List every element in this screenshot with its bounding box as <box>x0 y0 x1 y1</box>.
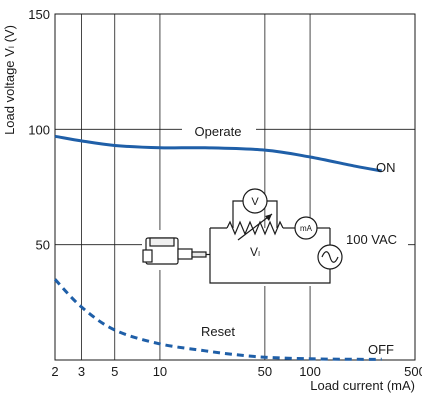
variable-arrowhead <box>265 214 272 221</box>
x-tick-label: 5 <box>111 364 118 379</box>
series-line-off <box>53 278 382 361</box>
load-resistor <box>226 220 284 236</box>
circuit-wiring <box>209 200 331 284</box>
y-tick-label: 50 <box>36 238 50 253</box>
voltmeter-symbol: V <box>251 196 259 208</box>
y-tick-label: 150 <box>28 7 50 22</box>
x-tick-label: 50 <box>258 364 272 379</box>
operate-label: Operate <box>195 124 242 139</box>
x-tick-label: 100 <box>299 364 321 379</box>
series-line-on <box>54 134 382 173</box>
ac-wave-icon <box>321 251 339 263</box>
source-label-bg <box>340 228 408 252</box>
operate-label-bg <box>182 123 256 140</box>
x-tick-label: 10 <box>153 364 167 379</box>
load-voltage-symbol: Vₗ <box>250 245 260 259</box>
x-axis-label: Load current (mA) <box>310 378 415 393</box>
ammeter-icon <box>294 216 318 240</box>
x-tick-labels: 2 3 5 10 50 100 500 <box>51 364 422 379</box>
x-tick-label: 3 <box>78 364 85 379</box>
ammeter-symbol: mA <box>300 224 313 233</box>
plot-frame <box>54 13 416 361</box>
y-tick-label: 100 <box>28 122 50 137</box>
x-tick-label: 500 <box>404 364 422 379</box>
variable-arrow <box>237 213 273 241</box>
circuit-diagram: Vₗ V mA 100 VAC <box>142 188 408 286</box>
reset-label: Reset <box>201 324 235 339</box>
voltmeter-icon <box>242 188 268 214</box>
series-layer <box>53 134 382 361</box>
x-tick-label: 2 <box>51 364 58 379</box>
series-label-on: ON <box>376 160 396 175</box>
series-label-off: OFF <box>368 342 394 357</box>
y-tick-labels: 50 100 150 <box>28 7 50 253</box>
y-axis-label: Load voltage Vₗ (V) <box>2 25 17 135</box>
source-voltage-label: 100 VAC <box>346 232 397 247</box>
grid <box>55 14 415 360</box>
ssr-device-icon <box>142 237 210 265</box>
